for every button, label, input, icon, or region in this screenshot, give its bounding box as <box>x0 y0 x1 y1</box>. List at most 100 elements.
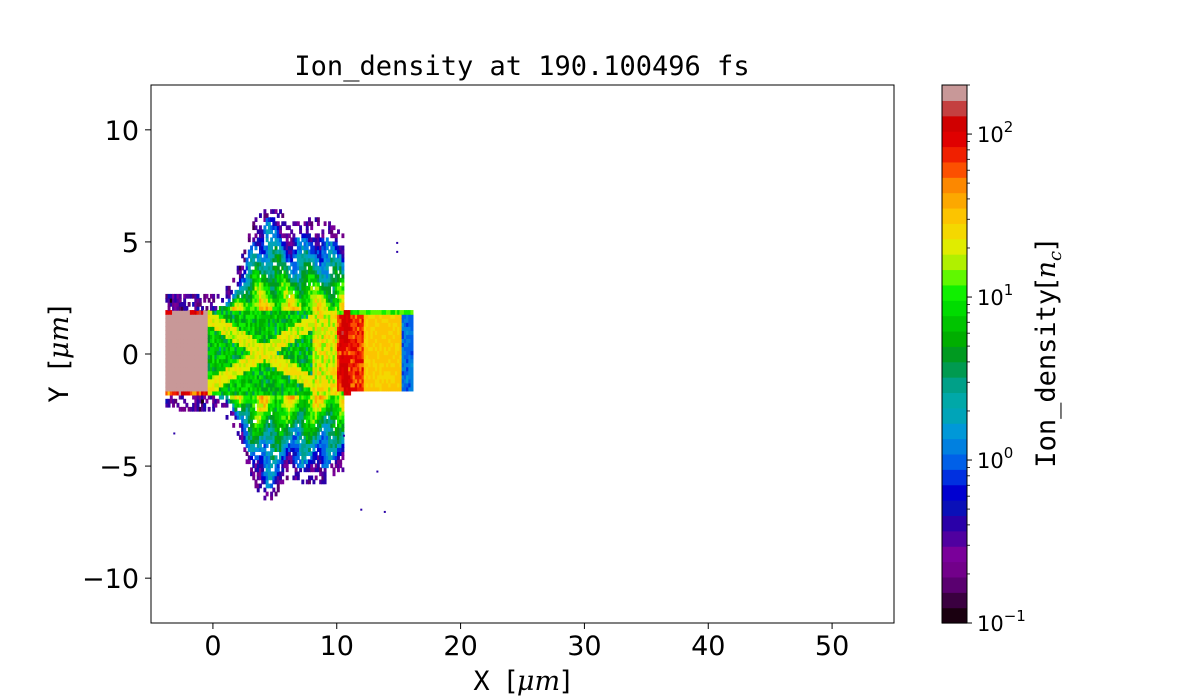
density-cell <box>256 334 260 340</box>
density-cell <box>172 326 175 331</box>
density-cell <box>303 366 307 372</box>
density-cell <box>209 362 213 368</box>
density-cell <box>379 326 383 331</box>
density-cell <box>201 334 204 340</box>
density-cell <box>223 366 227 372</box>
density-cell <box>319 334 323 340</box>
density-cell <box>294 293 298 299</box>
density-cell <box>354 362 358 368</box>
density-cell <box>250 314 253 319</box>
density-cell <box>270 257 274 263</box>
density-cell <box>339 289 343 295</box>
density-cell <box>258 277 262 283</box>
density-cell <box>299 281 303 287</box>
density-cell <box>265 459 269 465</box>
density-cell <box>290 314 294 319</box>
density-cell <box>212 350 216 356</box>
density-cell <box>274 427 278 432</box>
density-cell <box>316 410 320 416</box>
density-cell <box>258 213 262 218</box>
density-cell <box>292 362 296 368</box>
density-cell <box>301 261 305 267</box>
density-cell <box>323 221 327 227</box>
density-cell <box>167 386 171 392</box>
density-cell <box>388 366 392 372</box>
density-cell <box>252 362 256 368</box>
density-cell <box>172 370 175 376</box>
density-cell <box>256 427 260 432</box>
density-cell <box>238 338 242 344</box>
density-cell <box>192 354 196 360</box>
density-cell <box>272 330 276 335</box>
density-cell <box>359 370 363 376</box>
density-cell <box>377 366 381 372</box>
density-cell <box>334 346 338 352</box>
density-cell <box>328 249 332 255</box>
density-cell <box>243 447 247 452</box>
density-cell <box>314 475 318 481</box>
density-cell <box>176 306 180 311</box>
density-cell <box>316 390 320 396</box>
density-cell <box>169 382 173 388</box>
density-cell <box>316 455 320 461</box>
density-cell <box>267 439 271 444</box>
density-cell <box>196 334 200 340</box>
density-cell <box>408 350 412 356</box>
density-cell <box>336 386 340 392</box>
density-cell <box>336 374 340 380</box>
density-cell <box>265 423 269 428</box>
density-cell <box>408 334 412 340</box>
density-cell <box>339 443 343 448</box>
density-cell <box>308 314 311 319</box>
colorbar-segment <box>942 177 967 194</box>
density-cell <box>203 338 207 344</box>
density-cell <box>279 443 282 448</box>
density-cell <box>328 443 332 448</box>
density-cell <box>285 301 289 307</box>
density-cell <box>250 362 253 368</box>
density-cell <box>272 322 276 327</box>
density-cell <box>321 459 325 465</box>
colorbar-segment <box>942 269 967 286</box>
density-cell <box>270 439 274 444</box>
density-cell <box>314 301 318 307</box>
density-cell <box>328 281 332 287</box>
density-cell <box>276 221 280 227</box>
density-cell <box>357 322 360 327</box>
density-cell <box>194 402 198 408</box>
density-cell <box>294 427 298 432</box>
density-cell <box>256 322 260 327</box>
density-cell <box>401 354 405 360</box>
density-cell <box>290 370 294 376</box>
density-cell <box>345 350 349 356</box>
density-cell <box>287 414 291 420</box>
density-cell <box>276 229 280 235</box>
density-cell <box>308 221 311 227</box>
density-cell <box>250 435 253 440</box>
density-cell <box>305 277 309 283</box>
density-cell <box>265 277 269 283</box>
density-cell <box>252 471 256 477</box>
density-cell <box>283 358 287 364</box>
density-cell <box>332 289 336 295</box>
density-cell <box>258 346 262 352</box>
density-cell <box>165 322 169 327</box>
density-cell <box>303 362 307 368</box>
density-cell <box>316 241 320 247</box>
density-cell <box>281 423 285 428</box>
density-cell <box>270 471 274 477</box>
density-cell <box>290 455 294 461</box>
density-cell <box>323 358 327 364</box>
density-cell <box>368 310 372 315</box>
density-cell <box>212 370 216 376</box>
density-cell <box>312 435 316 440</box>
density-cell <box>334 374 338 380</box>
density-cell <box>294 322 298 327</box>
density-cell <box>218 338 222 344</box>
density-cell <box>401 334 405 340</box>
density-cell <box>308 273 311 279</box>
density-cell <box>279 301 282 307</box>
colorbar-tick-label: 100 <box>977 444 1013 473</box>
density-cell <box>276 249 280 255</box>
density-cell <box>187 358 191 364</box>
